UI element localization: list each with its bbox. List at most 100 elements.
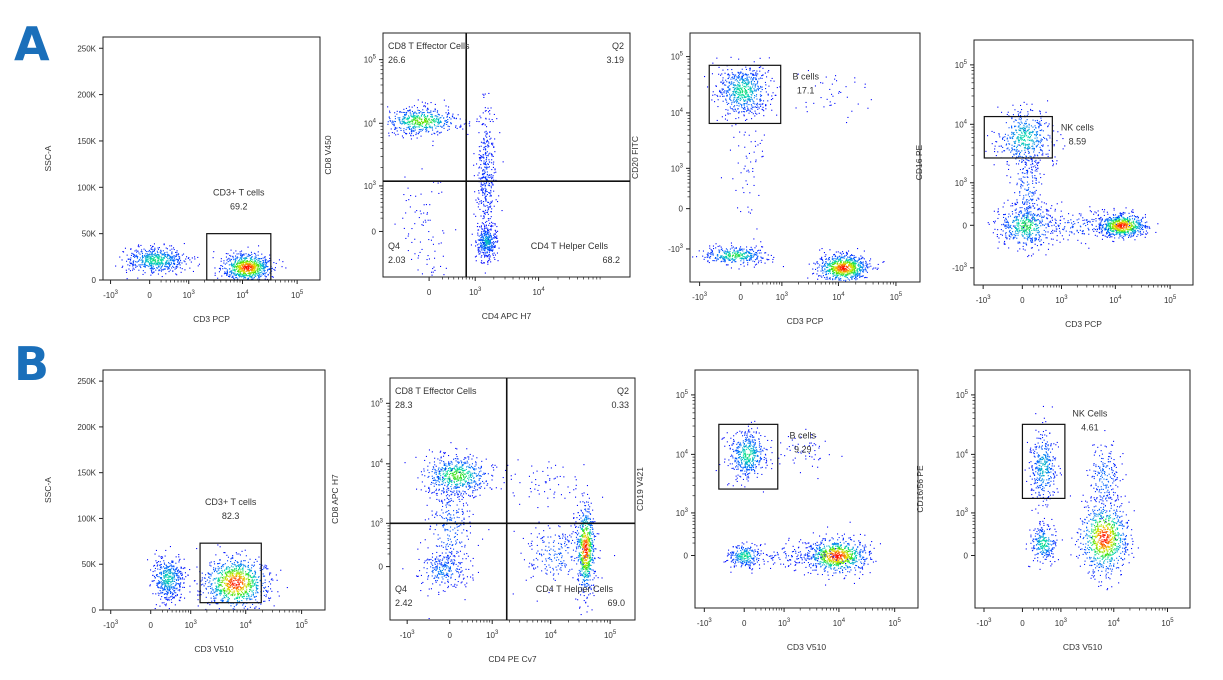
event-point <box>150 256 152 258</box>
event-point <box>717 258 719 260</box>
event-point <box>1007 140 1009 142</box>
event-point <box>265 260 267 262</box>
event-point <box>251 269 253 271</box>
event-point <box>493 243 495 245</box>
event-point <box>1026 125 1028 127</box>
event-point <box>735 257 737 259</box>
event-point <box>487 166 489 168</box>
event-point <box>741 258 743 260</box>
event-point <box>489 202 491 204</box>
event-point <box>733 110 735 112</box>
event-point <box>488 192 490 194</box>
event-point <box>479 238 481 240</box>
event-point <box>267 270 269 272</box>
event-point <box>484 244 486 246</box>
event-point <box>807 277 809 279</box>
event-point <box>758 112 760 114</box>
event-point <box>238 262 240 264</box>
event-point <box>150 265 152 267</box>
event-point <box>429 204 431 206</box>
event-point <box>748 96 750 98</box>
event-point <box>404 123 406 125</box>
event-point <box>248 272 250 274</box>
event-point <box>883 261 885 263</box>
event-point <box>437 134 439 136</box>
event-point <box>437 116 439 118</box>
event-point <box>733 101 735 103</box>
event-point <box>745 93 747 95</box>
event-point <box>1030 134 1032 136</box>
tick-label: 103 <box>776 292 789 302</box>
event-point <box>856 270 858 272</box>
event-point <box>1020 128 1022 130</box>
event-point <box>722 88 724 90</box>
event-point <box>165 273 167 275</box>
event-point <box>157 264 159 266</box>
event-point <box>717 99 719 101</box>
event-point <box>490 187 492 189</box>
event-point <box>847 274 849 276</box>
event-point <box>485 233 487 235</box>
event-point <box>132 261 134 263</box>
event-point <box>482 156 484 158</box>
event-point <box>835 275 837 277</box>
event-point <box>862 263 864 265</box>
event-point <box>143 248 145 250</box>
event-point <box>418 125 420 127</box>
event-point <box>481 262 483 264</box>
event-point <box>761 156 763 158</box>
event-point <box>749 249 751 251</box>
event-point <box>731 261 733 263</box>
event-point <box>161 264 163 266</box>
gate-rectangle[interactable] <box>708 64 782 125</box>
event-point <box>1028 151 1030 153</box>
event-point <box>834 259 836 261</box>
event-point <box>747 254 749 256</box>
event-point <box>805 101 807 103</box>
event-point <box>487 218 489 220</box>
event-point <box>1006 138 1008 140</box>
event-point <box>855 260 857 262</box>
event-point <box>752 70 754 72</box>
event-point <box>715 243 717 245</box>
event-point <box>1014 142 1016 144</box>
event-point <box>1038 152 1040 154</box>
event-point <box>480 167 482 169</box>
event-point <box>740 76 742 78</box>
event-point <box>252 261 254 263</box>
event-point <box>725 251 727 253</box>
event-point <box>819 258 821 260</box>
event-point <box>832 258 834 260</box>
event-point <box>728 102 730 104</box>
event-point <box>165 262 167 264</box>
event-point <box>259 272 261 274</box>
event-point <box>285 267 287 269</box>
event-point <box>1012 104 1014 106</box>
event-point <box>839 257 841 259</box>
event-point <box>849 271 851 273</box>
event-point <box>157 260 159 262</box>
event-point <box>847 259 849 261</box>
event-point <box>712 252 714 254</box>
event-point <box>741 107 743 109</box>
event-point <box>410 195 412 197</box>
event-point <box>732 254 734 256</box>
event-point <box>239 267 241 269</box>
event-point <box>1028 160 1030 162</box>
event-point <box>151 247 153 249</box>
gate-rectangle[interactable] <box>206 233 272 281</box>
event-point <box>399 122 401 124</box>
event-point <box>228 274 230 276</box>
event-point <box>481 249 483 251</box>
event-point <box>757 250 759 252</box>
event-point <box>838 265 840 267</box>
event-point <box>737 162 739 164</box>
event-point <box>237 267 239 269</box>
event-point <box>483 217 485 219</box>
event-point <box>750 90 752 92</box>
event-point <box>488 135 490 137</box>
event-point <box>413 112 415 114</box>
event-point <box>1025 132 1027 134</box>
event-point <box>841 274 843 276</box>
event-point <box>745 96 747 98</box>
